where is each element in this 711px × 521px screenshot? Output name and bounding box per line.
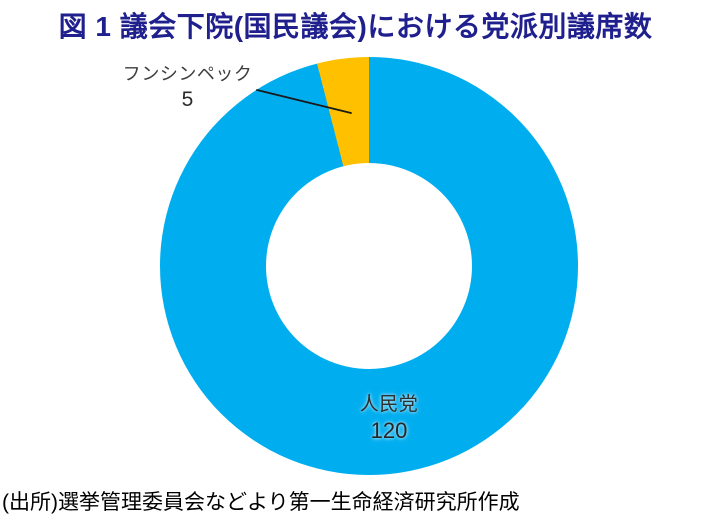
slice-category-jinminto: 人民党 [359, 394, 419, 415]
slice-value-funcinpec: 5 [181, 88, 194, 111]
page-title: 図 1 議会下院(国民議会)における党派別議席数 [58, 11, 653, 42]
slice-label-jinminto: 人民党 120 [314, 393, 464, 445]
source-note: (出所)選挙管理委員会などより第一生命経済研究所作成 [2, 491, 520, 514]
slice-label-funcinpec: フンシンペック 5 [105, 62, 270, 114]
slice-value-jinminto: 120 [370, 418, 408, 443]
slice-category-funcinpec: フンシンペック [122, 64, 253, 84]
donut-hole [266, 163, 472, 369]
